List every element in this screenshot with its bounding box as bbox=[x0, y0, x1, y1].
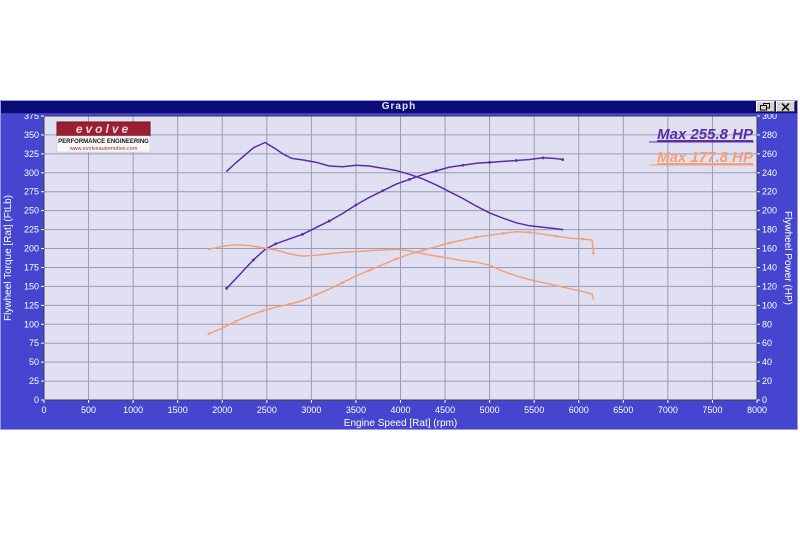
axis-ticks-and-labels: 3753503253002752502252001751501251007550… bbox=[24, 114, 777, 415]
y-left-tick-label: 275 bbox=[24, 187, 39, 197]
y-left-axis-title: Flywheel Torque [Rat] (FtLb) bbox=[3, 195, 14, 321]
y-left-tick-label: 200 bbox=[24, 244, 39, 254]
x-tick-label: 2500 bbox=[257, 405, 277, 415]
y-left-tick-label: 375 bbox=[24, 114, 39, 121]
y-left-tick-label: 100 bbox=[24, 319, 39, 329]
x-tick-label: 500 bbox=[81, 405, 96, 415]
dyno-chart: 3753503253002752502252001751501251007550… bbox=[3, 114, 793, 429]
x-tick-label: 7000 bbox=[658, 405, 678, 415]
x-tick-label: 3000 bbox=[301, 405, 321, 415]
legend-max-1: Max 255.8 HP bbox=[657, 126, 754, 143]
y-right-tick-label: 260 bbox=[762, 149, 777, 159]
y-left-tick-label: 25 bbox=[29, 376, 39, 386]
run2-flywheel-power-hp-markers bbox=[207, 231, 595, 336]
y-right-tick-label: 80 bbox=[762, 319, 772, 329]
restore-button[interactable] bbox=[756, 101, 775, 112]
y-right-tick-label: 100 bbox=[762, 300, 777, 310]
y-left-tick-label: 250 bbox=[24, 206, 39, 216]
y-left-tick-label: 325 bbox=[24, 149, 39, 159]
evolve-logo: evolve PERFORMANCE ENGINEERINGwww.evolvea… bbox=[56, 121, 151, 153]
x-tick-label: 4500 bbox=[435, 405, 455, 415]
y-right-tick-label: 300 bbox=[762, 114, 777, 121]
run2-flywheel-torque-ftlb bbox=[208, 243, 595, 301]
x-tick-label: 4000 bbox=[390, 405, 410, 415]
y-right-tick-label: 40 bbox=[762, 357, 772, 367]
y-right-tick-label: 140 bbox=[762, 262, 777, 272]
y-left-tick-label: 225 bbox=[24, 225, 39, 235]
logo-brand: evolve bbox=[76, 122, 131, 136]
close-icon bbox=[781, 102, 790, 111]
y-left-tick-label: 300 bbox=[24, 168, 39, 178]
run1-flywheel-torque-ftlb bbox=[225, 141, 564, 231]
x-tick-label: 6000 bbox=[569, 405, 589, 415]
y-left-tick-label: 175 bbox=[24, 262, 39, 272]
x-tick-label: 2000 bbox=[212, 405, 232, 415]
y-right-tick-label: 280 bbox=[762, 130, 777, 140]
y-right-tick-label: 60 bbox=[762, 338, 772, 348]
titlebar[interactable]: Graph bbox=[1, 101, 797, 114]
y-right-tick-label: 240 bbox=[762, 168, 777, 178]
window-buttons bbox=[756, 101, 795, 112]
y-right-axis-title: Flywheel Power (HP) bbox=[782, 211, 793, 305]
close-button[interactable] bbox=[776, 101, 795, 112]
y-left-tick-label: 350 bbox=[24, 130, 39, 140]
x-tick-label: 1500 bbox=[168, 405, 188, 415]
logo-tagline: PERFORMANCE ENGINEERING bbox=[58, 139, 149, 145]
y-left-tick-label: 75 bbox=[29, 338, 39, 348]
graph-window: Graph 375 350 325 300 275 250 225 200 175 150 125 1… bbox=[0, 100, 798, 430]
x-tick-label: 1000 bbox=[123, 405, 143, 415]
run1-flywheel-power-hp-markers bbox=[225, 156, 565, 290]
y-right-tick-label: 160 bbox=[762, 244, 777, 254]
y-right-tick-label: 200 bbox=[762, 206, 777, 216]
y-left-tick-label: 50 bbox=[29, 357, 39, 367]
x-tick-label: 0 bbox=[41, 405, 46, 415]
x-tick-label: 7500 bbox=[702, 405, 722, 415]
x-tick-label: 5000 bbox=[480, 405, 500, 415]
x-axis-title: Engine Speed [Rat] (rpm) bbox=[344, 418, 457, 429]
x-tick-label: 3500 bbox=[346, 405, 366, 415]
y-left-tick-label: 150 bbox=[24, 281, 39, 291]
legend-max-2: Max 177.8 HP bbox=[657, 149, 754, 166]
logo-url: www.evolveautomotive.com bbox=[69, 146, 138, 152]
y-right-tick-label: 0 bbox=[762, 395, 767, 405]
run2-flywheel-power-hp bbox=[208, 230, 595, 335]
restore-icon bbox=[760, 102, 770, 110]
y-right-tick-label: 180 bbox=[762, 225, 777, 235]
y-right-tick-label: 120 bbox=[762, 281, 777, 291]
window-title: Graph bbox=[381, 101, 417, 112]
x-tick-label: 6500 bbox=[613, 405, 633, 415]
x-tick-label: 5500 bbox=[524, 405, 544, 415]
y-left-tick-label: 0 bbox=[34, 395, 39, 405]
x-tick-label: 8000 bbox=[747, 405, 767, 415]
run1-flywheel-power-hp bbox=[225, 157, 564, 290]
y-right-tick-label: 20 bbox=[762, 376, 772, 386]
y-left-tick-label: 125 bbox=[24, 300, 39, 310]
y-right-tick-label: 220 bbox=[762, 187, 777, 197]
